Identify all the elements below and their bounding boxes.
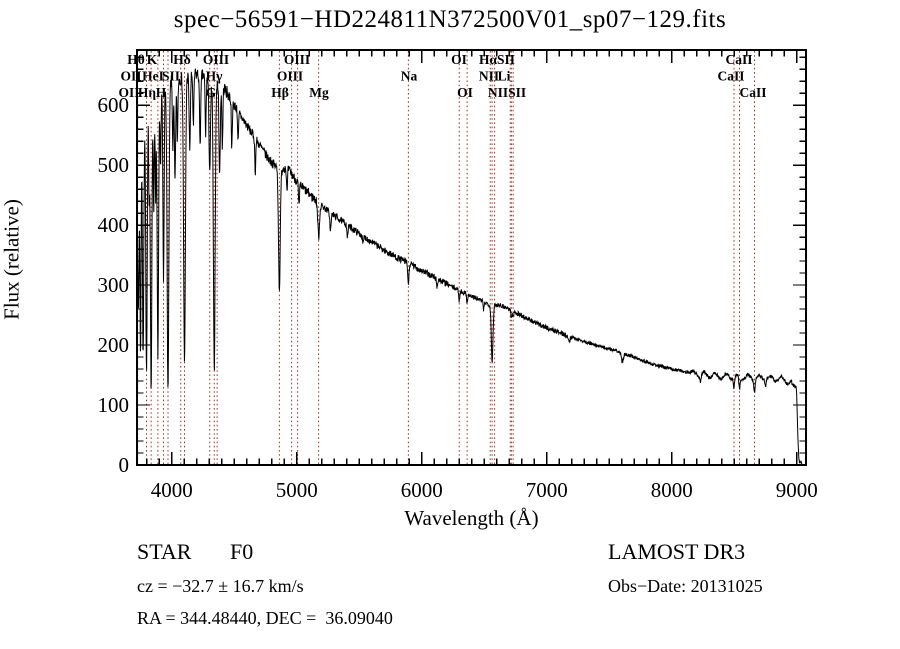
line-label: OIII [284, 52, 310, 67]
line-label: Hδ [173, 52, 191, 67]
line-label: OIII [203, 52, 229, 67]
x-tick-label: 4000 [151, 478, 193, 502]
x-tick-label: 8000 [651, 478, 693, 502]
coordinates-text: RA = 344.48440, DEC = 36.09040 [137, 608, 393, 628]
x-tick-label: 6000 [401, 478, 443, 502]
line-label: OIII [277, 69, 303, 84]
line-label: Hη [138, 85, 157, 100]
line-label: NII [479, 69, 499, 84]
line-label: K [147, 52, 158, 67]
classification-text: STAR F0 [137, 539, 254, 564]
line-label: Na [401, 69, 418, 84]
line-label: OII [120, 69, 141, 84]
line-label: G [206, 85, 217, 100]
line-label: OI [451, 52, 467, 67]
x-tick-label: 5000 [276, 478, 318, 502]
spectrum-trace [136, 68, 803, 465]
y-tick-label: 500 [98, 153, 130, 177]
line-label: CaII [739, 85, 766, 100]
line-label: Hβ [271, 85, 289, 100]
line-label: Mg [309, 85, 329, 100]
line-label: Li [498, 69, 511, 84]
line-label: NIISII [488, 85, 526, 100]
x-axis-title: Wavelength (Å) [404, 506, 539, 530]
y-tick-label: 300 [98, 273, 130, 297]
line-label: Hγ [206, 69, 224, 84]
obs-date-text: Obs−Date: 20131025 [608, 576, 763, 596]
x-tick-label: 9000 [776, 478, 818, 502]
plot-title: spec−56591−HD224811N372500V01_sp07−129.f… [173, 6, 727, 33]
radial-velocity-text: cz = −32.7 ± 16.7 km/s [137, 576, 304, 596]
line-label: OII [118, 85, 139, 100]
y-tick-label: 600 [98, 93, 130, 117]
line-label: HeI [142, 69, 164, 84]
y-tick-label: 100 [98, 393, 130, 417]
line-label: Hθ [127, 52, 145, 67]
y-tick-label: 400 [98, 213, 130, 237]
survey-release-text: LAMOST DR3 [608, 539, 746, 564]
line-label: CaII [717, 69, 744, 84]
line-label: SII [162, 69, 180, 84]
y-tick-label: 200 [98, 333, 130, 357]
y-axis-title: Flux (relative) [0, 199, 24, 320]
line-label: H [156, 85, 167, 100]
line-label: CaII [725, 52, 752, 67]
x-tick-label: 7000 [526, 478, 568, 502]
y-tick-label: 0 [119, 453, 130, 477]
line-label: HαSII [479, 52, 515, 67]
line-label: OI [457, 85, 473, 100]
